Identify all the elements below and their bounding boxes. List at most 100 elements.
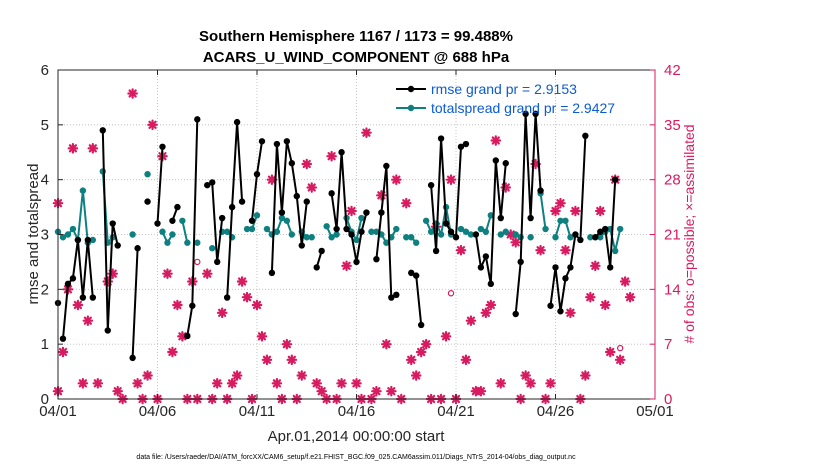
obs-assimilated-marker: [341, 260, 352, 272]
obs-star-stroke: [93, 379, 102, 388]
obs-star-stroke: [148, 120, 157, 129]
obs-assimilated-marker: [495, 378, 507, 389]
totalspread-point: [288, 231, 296, 238]
obs-assimilated-marker: [560, 244, 571, 256]
rmse-point: [328, 190, 335, 197]
legend-spread-label: totalspread grand pr = 2.9427: [431, 100, 615, 116]
obs-assimilated-marker: [614, 354, 626, 366]
obs-assimilated-marker: [589, 260, 601, 272]
rmse-point: [562, 275, 569, 282]
totalspread-point: [542, 225, 549, 233]
rmse-point: [592, 234, 599, 241]
obs-assimilated-marker: [460, 354, 472, 366]
rmse-point: [348, 231, 355, 238]
totalspread-point: [169, 231, 176, 238]
rmse-point: [502, 160, 509, 167]
obs-assimilated-marker: [410, 370, 422, 381]
obs-assimilated-marker: [57, 346, 69, 358]
rmse-point: [527, 214, 534, 222]
obs-assimilated-marker: [72, 299, 84, 311]
y-tick-label-left: 2: [41, 281, 49, 298]
rmse-point: [417, 321, 425, 329]
totalspread-point: [616, 225, 624, 233]
totalspread-point: [597, 234, 604, 241]
obs-assimilated-marker: [465, 315, 477, 326]
totalspread-point: [263, 225, 271, 233]
obs-star-stroke: [511, 238, 520, 247]
obs-assimilated-marker: [326, 150, 337, 162]
obs-star-stroke: [506, 230, 515, 239]
obs-assimilated-marker: [455, 244, 467, 256]
rmse-point: [79, 294, 87, 301]
obs-assimilated-marker: [420, 338, 432, 350]
rmse-point: [298, 242, 305, 249]
totalspread-point: [194, 239, 201, 246]
rmse-point: [363, 209, 370, 216]
obs-star-stroke: [536, 246, 545, 255]
rmse-point: [472, 231, 480, 238]
tick-layer: 04/01 04/06 04/11 04/16 04/21 04/26 05/0101234…: [39, 62, 680, 420]
obs-star-stroke: [417, 347, 426, 357]
obs-assimilated-marker: [594, 205, 606, 217]
rmse-line: [101, 130, 119, 332]
totalspread-point: [358, 214, 365, 222]
obs-star-stroke: [546, 379, 555, 388]
rmse-point: [159, 143, 166, 150]
totalspread-point: [467, 231, 475, 238]
obs-star-stroke: [267, 175, 277, 184]
obs-star-stroke: [486, 300, 495, 310]
obs-star-stroke: [307, 183, 316, 192]
obs-assimilated-marker: [231, 370, 243, 381]
obs-assimilated-marker: [87, 143, 99, 154]
obs-assimilated-marker: [485, 299, 497, 311]
obs-star-stroke: [407, 355, 416, 364]
rmse-point: [204, 181, 211, 189]
rmse-point: [238, 198, 246, 205]
obs-star-stroke: [272, 379, 282, 388]
obs-assimilated-marker: [604, 346, 616, 358]
obs-star-stroke: [616, 355, 625, 364]
obs-star-stroke: [347, 206, 356, 216]
obs-star-stroke: [257, 332, 267, 341]
rmse-point: [89, 294, 97, 301]
totalspread-point: [209, 245, 216, 252]
obs-star-stroke: [382, 340, 391, 349]
obs-assimilated-marker: [311, 378, 322, 389]
rmse-line: [270, 140, 308, 273]
totalspread-point: [328, 234, 335, 241]
y-tick-label-right: 14: [664, 281, 681, 298]
rmse-point: [497, 214, 504, 222]
obs-assimilated-marker: [296, 370, 308, 381]
rmse-point: [109, 220, 116, 227]
rmse-point: [64, 280, 72, 288]
obs-possible-marker: [194, 258, 201, 266]
y-tick-label-right: 28: [664, 172, 681, 189]
obs-assimilated-marker: [619, 276, 631, 287]
obs-star-stroke: [601, 300, 610, 310]
obs-star-stroke: [526, 379, 535, 388]
totalspread-point: [278, 214, 286, 222]
obs-assimilated-marker: [261, 354, 273, 366]
obs-star-stroke: [586, 293, 595, 302]
totalspread-point: [323, 223, 330, 230]
y-tick-label-left: 4: [41, 172, 49, 189]
obs-star-stroke: [88, 144, 97, 153]
obs-star-stroke: [561, 246, 570, 255]
obs-assimilated-marker: [77, 378, 89, 389]
obs-star-stroke: [317, 387, 326, 396]
rmse-point: [268, 269, 276, 277]
obs-assimilated-marker: [67, 143, 79, 154]
obs-assimilated-marker: [570, 205, 581, 217]
obs-star-stroke: [232, 371, 242, 380]
chart-subtitle: ACARS_U_WIND_COMPONENT @ 688 hPa: [203, 49, 510, 66]
totalspread-point: [408, 234, 415, 241]
obs-assimilated-marker: [386, 385, 397, 397]
totalspread-point: [273, 228, 281, 235]
obs-star-stroke: [178, 332, 187, 341]
y-tick-label-right: 0: [664, 391, 672, 408]
x-tick-label: 04/06: [139, 403, 177, 420]
obs-star-stroke: [402, 199, 411, 208]
totalspread-point: [437, 231, 445, 238]
legend: rmse grand pr = 2.9153 totalspread grand…: [396, 81, 615, 116]
obs-star-stroke: [83, 316, 92, 325]
